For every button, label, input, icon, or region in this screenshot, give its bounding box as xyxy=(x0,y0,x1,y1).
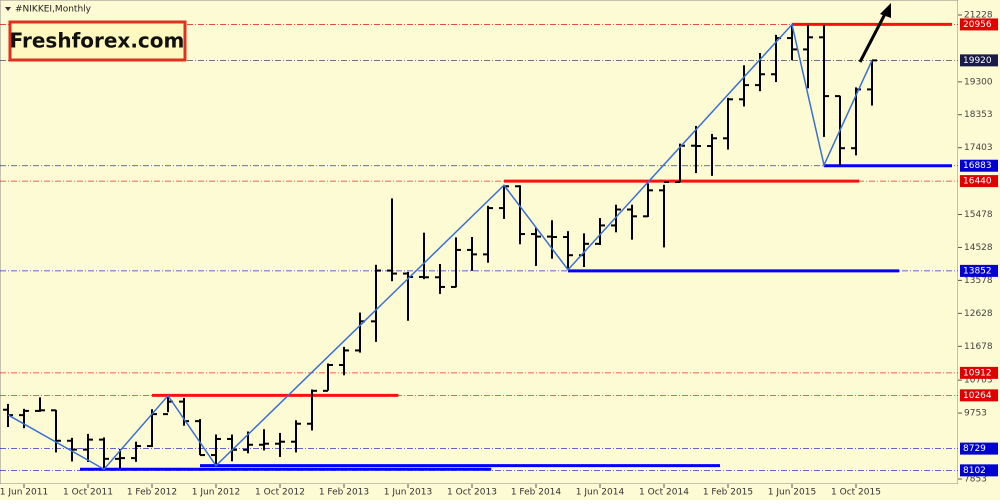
y-tick-label: 9753 xyxy=(964,409,987,419)
x-tick-label: 1 Jun 2015 xyxy=(768,488,816,498)
level-label: 16440 xyxy=(963,177,992,187)
level-label-bg xyxy=(960,18,998,31)
x-tick-label: 1 Feb 2012 xyxy=(127,488,177,498)
x-tick-label: 1 Oct 2012 xyxy=(255,488,305,498)
y-tick-label: 15478 xyxy=(964,210,993,220)
level-label-bg xyxy=(960,442,998,455)
level-label-bg xyxy=(960,54,998,67)
level-label: 20956 xyxy=(963,20,992,30)
level-label: 13852 xyxy=(963,266,992,276)
layer: 7853 9753 10703 11678 12628 13578 14528 15478 17… xyxy=(0,11,998,498)
logo: Freshforex.com xyxy=(10,29,185,53)
y-tick-label: 19300 xyxy=(964,77,993,87)
y-tick-label: 7853 xyxy=(964,475,987,485)
y-tick-label: 18353 xyxy=(964,110,993,120)
level-label-bg xyxy=(960,264,998,277)
zigzag xyxy=(7,22,873,471)
level-label: 8102 xyxy=(963,466,986,476)
level-label: 10912 xyxy=(963,368,992,378)
plot-area xyxy=(0,0,959,485)
level-label: 16883 xyxy=(963,161,992,171)
y-tick-label: 17403 xyxy=(964,143,993,153)
level-label-bg xyxy=(960,389,998,402)
y-tick-label: 11678 xyxy=(964,342,993,352)
x-tick-label: 1 Feb 2014 xyxy=(511,488,562,498)
x-tick-label: 1 Oct 2014 xyxy=(639,488,689,498)
x-tick-label: 1 Oct 2013 xyxy=(447,488,497,498)
level-label-bg xyxy=(960,366,998,379)
y-tick-label: 10703 xyxy=(964,376,993,386)
arrow xyxy=(858,11,888,63)
logo-box xyxy=(8,20,187,62)
x-tick-label: 1 Feb 2015 xyxy=(703,488,753,498)
x-tick-label: 1 Jun 2011 xyxy=(0,488,48,498)
y-tick-label: 21228 xyxy=(964,11,993,21)
menu-icon xyxy=(5,7,11,11)
arrow-head xyxy=(880,3,891,18)
level-label: 8729 xyxy=(963,444,986,454)
x-tick-label: 1 Feb 2013 xyxy=(319,488,369,498)
y-tick-label: 14528 xyxy=(964,243,993,253)
time-axis xyxy=(0,484,1000,500)
level-label: 10264 xyxy=(963,391,992,401)
y-tick-label: 13578 xyxy=(964,276,993,286)
y-tick-label: 12628 xyxy=(964,309,993,319)
price-axis xyxy=(958,0,1000,500)
level-label-bg xyxy=(960,175,998,188)
x-tick-label: 1 Jun 2013 xyxy=(384,488,432,498)
level-label-bg xyxy=(960,159,998,172)
x-tick-label: 1 Oct 2011 xyxy=(63,488,113,498)
x-tick-label: 1 Oct 2015 xyxy=(831,488,881,498)
level-label-bg xyxy=(960,464,998,477)
x-tick-label: 1 Jun 2014 xyxy=(576,488,625,498)
x-tick-label: 1 Jun 2012 xyxy=(192,488,240,498)
chart-title: #NIKKEI,Monthly xyxy=(15,5,92,15)
level-label: 19920 xyxy=(963,56,992,66)
